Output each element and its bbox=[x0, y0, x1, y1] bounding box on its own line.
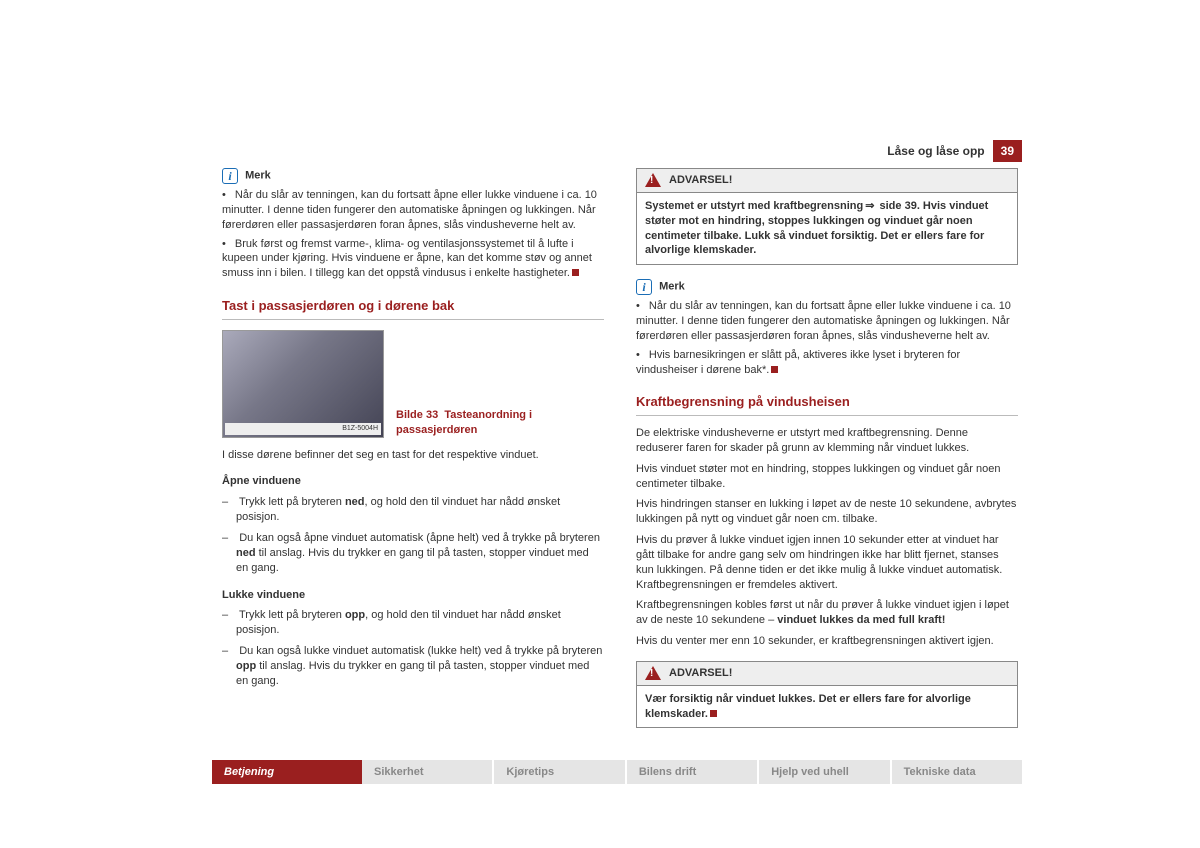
info-icon: i bbox=[636, 279, 652, 295]
note-bullet-1: Når du slår av tenningen, kan du fortsat… bbox=[222, 188, 604, 233]
note-label: Merk bbox=[245, 170, 271, 182]
note-bullet-2: Hvis barnesikringen er slått på, aktiver… bbox=[636, 348, 1018, 378]
warning-triangle-icon bbox=[645, 666, 661, 680]
paragraph: De elektriske vindusheverne er utstyrt m… bbox=[636, 426, 1018, 456]
list-item: Du kan også åpne vinduet automatisk (åpn… bbox=[222, 531, 604, 576]
warning-text: Vær forsiktig når vinduet lukkes. Det er… bbox=[645, 693, 971, 720]
body-text: Trykk lett på bryteren bbox=[239, 609, 345, 621]
body-text: Du kan også åpne vinduet automatisk (åpn… bbox=[239, 532, 600, 544]
page-ref-arrow-icon bbox=[863, 200, 876, 212]
list-item: Trykk lett på bryteren opp, og hold den … bbox=[222, 608, 604, 638]
figure-caption: Bilde 33 Tasteanordning i passasjerdøren bbox=[396, 408, 586, 438]
warning-triangle-icon bbox=[645, 173, 661, 187]
tab-spacer bbox=[182, 760, 212, 784]
tab-hjelp[interactable]: Hjelp ved uhell bbox=[759, 760, 891, 784]
tab-kjoretips[interactable]: Kjøretips bbox=[494, 760, 626, 784]
page-number: 39 bbox=[993, 140, 1022, 162]
right-column: ADVARSEL! Systemet er utstyrt med kraftb… bbox=[636, 168, 1018, 728]
warning-text: Systemet er utstyrt med kraftbegrensning bbox=[645, 200, 863, 212]
emphasis: ned bbox=[345, 496, 365, 508]
emphasis: vinduet lukkes da med full kraft! bbox=[777, 614, 945, 626]
figure-row: Bilde 33 Tasteanordning i passasjerdøren bbox=[222, 330, 604, 438]
note-block: i Merk Når du slår av tenningen, kan du … bbox=[636, 279, 1018, 377]
emphasis: opp bbox=[236, 660, 256, 672]
figure-image bbox=[222, 330, 384, 438]
paragraph: Kraftbegrensningen kobles først ut når d… bbox=[636, 598, 1018, 628]
body-text: Trykk lett på bryteren bbox=[239, 496, 345, 508]
paragraph: Hvis vinduet støter mot en hindring, sto… bbox=[636, 462, 1018, 492]
list-item: Du kan også lukke vinduet automatisk (lu… bbox=[222, 644, 604, 689]
paragraph: Hvis du venter mer enn 10 sekunder, er k… bbox=[636, 634, 1018, 649]
warning-header: ADVARSEL! bbox=[637, 662, 1017, 686]
tab-sikkerhet[interactable]: Sikkerhet bbox=[362, 760, 494, 784]
section-title: Tast i passasjerdøren og i dørene bak bbox=[222, 297, 604, 320]
body-text: Du kan også lukke vinduet automatisk (lu… bbox=[239, 645, 602, 657]
warning-box: ADVARSEL! Vær forsiktig når vinduet lukk… bbox=[636, 661, 1018, 729]
tab-bilens-drift[interactable]: Bilens drift bbox=[627, 760, 759, 784]
page-header: Låse og låse opp 39 bbox=[887, 140, 1022, 162]
footer-tabs: Betjening Sikkerhet Kjøretips Bilens dri… bbox=[182, 760, 1022, 784]
left-column: i Merk Når du slår av tenningen, kan du … bbox=[222, 168, 604, 728]
figure-number: Bilde 33 bbox=[396, 409, 438, 421]
body-text: til anslag. Hvis du trykker en gang til … bbox=[236, 547, 589, 574]
section-title: Kraftbegrensning på vindusheisen bbox=[636, 393, 1018, 416]
end-marker-icon bbox=[710, 710, 717, 717]
warning-label: ADVARSEL! bbox=[669, 666, 732, 681]
info-icon: i bbox=[222, 168, 238, 184]
note-text: Hvis barnesikringen er slått på, aktiver… bbox=[636, 349, 960, 376]
warning-body: Vær forsiktig når vinduet lukkes. Det er… bbox=[637, 686, 1017, 728]
warning-label: ADVARSEL! bbox=[669, 173, 732, 188]
paragraph: Hvis du prøver å lukke vinduet igjen inn… bbox=[636, 533, 1018, 592]
end-marker-icon bbox=[572, 269, 579, 276]
warning-box: ADVARSEL! Systemet er utstyrt med kraftb… bbox=[636, 168, 1018, 265]
emphasis: opp bbox=[345, 609, 365, 621]
tab-tekniske[interactable]: Tekniske data bbox=[892, 760, 1022, 784]
warning-body: Systemet er utstyrt med kraftbegrensning… bbox=[637, 193, 1017, 264]
note-block: i Merk Når du slår av tenningen, kan du … bbox=[222, 168, 604, 281]
warning-header: ADVARSEL! bbox=[637, 169, 1017, 193]
paragraph: Hvis hindringen stanser en lukking i løp… bbox=[636, 497, 1018, 527]
open-windows-heading: Åpne vinduene bbox=[222, 474, 604, 489]
list-item: Trykk lett på bryteren ned, og hold den … bbox=[222, 495, 604, 525]
note-text: Når du slår av tenningen, kan du fortsat… bbox=[636, 300, 1011, 342]
note-bullet-2: Bruk først og fremst varme-, klima- og v… bbox=[222, 237, 604, 282]
body-text: til anslag. Hvis du trykker en gang til … bbox=[236, 660, 589, 687]
note-label: Merk bbox=[659, 281, 685, 293]
header-section-label: Låse og låse opp bbox=[887, 143, 984, 159]
content-area: i Merk Når du slår av tenningen, kan du … bbox=[222, 168, 1020, 728]
note-text: Når du slår av tenningen, kan du fortsat… bbox=[222, 189, 597, 231]
tab-active[interactable]: Betjening bbox=[212, 760, 362, 784]
close-windows-heading: Lukke vinduene bbox=[222, 588, 604, 603]
note-text: Bruk først og fremst varme-, klima- og v… bbox=[222, 238, 592, 280]
page-ref: side 39 bbox=[876, 200, 916, 212]
note-bullet-1: Når du slår av tenningen, kan du fortsat… bbox=[636, 299, 1018, 344]
intro-paragraph: I disse dørene befinner det seg en tast … bbox=[222, 448, 604, 463]
emphasis: ned bbox=[236, 547, 256, 559]
end-marker-icon bbox=[771, 366, 778, 373]
